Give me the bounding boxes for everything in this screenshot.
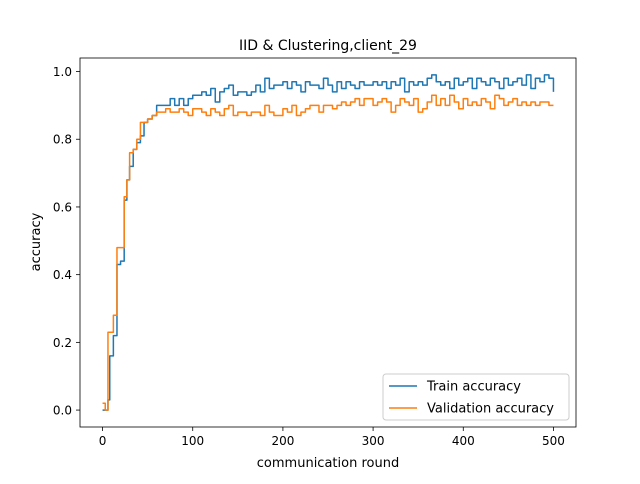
y-tick-label: 0.0 [53, 404, 72, 418]
y-tick-label: 0.8 [53, 133, 72, 147]
y-tick-label: 0.2 [53, 336, 72, 350]
legend-validation-label: Validation accuracy [427, 402, 554, 417]
legend: Train accuracy Validation accuracy [382, 373, 570, 421]
x-tick-label: 500 [542, 434, 565, 448]
series-line-0 [102, 74, 555, 411]
plot-frame [79, 57, 577, 428]
x-axis-label: communication round [257, 456, 399, 471]
x-tick-label: 300 [362, 434, 385, 448]
x-tick-label: 400 [452, 434, 475, 448]
series-line-1 [102, 94, 554, 411]
y-tick-label: 1.0 [53, 65, 72, 79]
y-tick-label: 0.6 [53, 200, 72, 214]
y-axis-ticks: 0.0 0.2 0.4 0.6 0.8 1.0 [53, 65, 80, 418]
legend-box [382, 373, 570, 421]
plot-lines [102, 74, 555, 411]
legend-train-label: Train accuracy [426, 380, 521, 395]
x-tick-label: 0 [99, 434, 107, 448]
y-tick-label: 0.4 [53, 268, 72, 282]
chart-title: IID & Clustering,client_29 [239, 38, 417, 54]
x-axis-ticks: 0 100 200 300 400 500 [99, 427, 565, 448]
x-tick-label: 100 [181, 434, 204, 448]
x-tick-label: 200 [271, 434, 294, 448]
y-axis-label: accuracy [29, 212, 44, 271]
